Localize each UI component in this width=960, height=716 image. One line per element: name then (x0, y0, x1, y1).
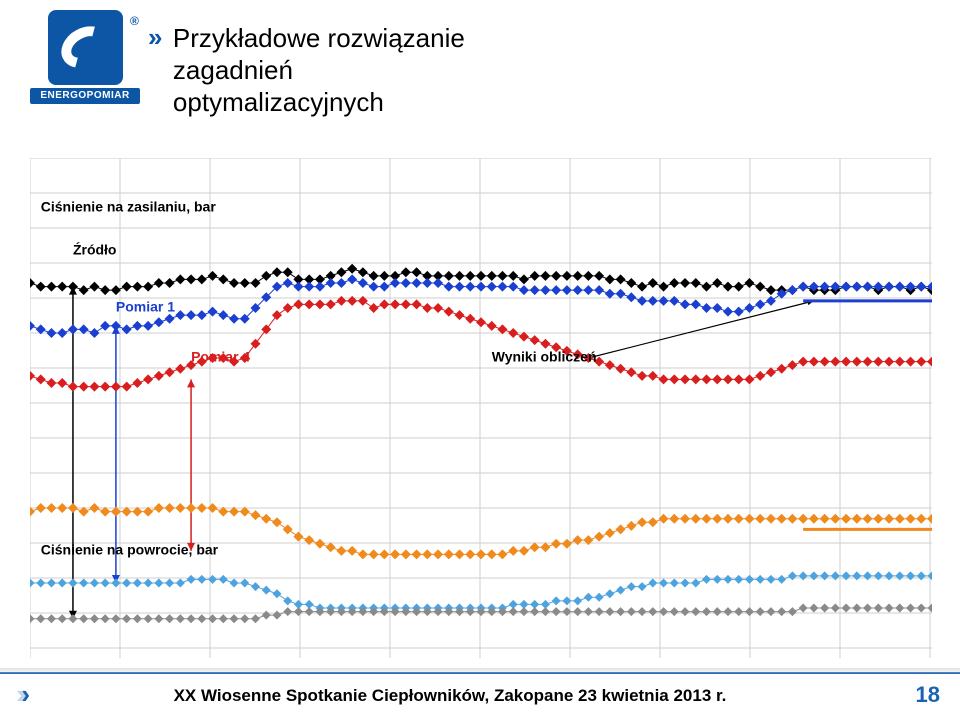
logo-text: ENERGOPOMIAR (30, 88, 140, 104)
footer-text: XX Wiosenne Spotkanie Ciepłowników, Zako… (0, 686, 900, 706)
svg-text:Wyniki obliczeń: Wyniki obliczeń (492, 349, 597, 365)
svg-text:Pomiar 1: Pomiar 1 (116, 299, 175, 315)
svg-text:Ciśnienie na zasilaniu, bar: Ciśnienie na zasilaniu, bar (41, 199, 217, 215)
pressure-chart: Ciśnienie na zasilaniu, bar Źródło Pomiar … (30, 158, 932, 658)
svg-text:Pomiar 4: Pomiar 4 (191, 349, 250, 365)
slide-title: » Przykładowe rozwiązanie zagadnień opty… (148, 22, 465, 118)
page-number: 18 (916, 682, 940, 708)
logo: ® ENERGOPOMIAR (30, 10, 140, 110)
svg-text:Ciśnienie na powrocie, bar: Ciśnienie na powrocie, bar (41, 541, 219, 557)
logo-reg: ® (130, 14, 139, 28)
bullet-icon: » (148, 22, 162, 52)
title-line1: Przykładowe rozwiązanie (173, 23, 465, 53)
title-line3: optymalizacyjnych (173, 87, 384, 117)
title-line2: zagadnień (173, 55, 293, 85)
svg-text:Źródło: Źródło (73, 241, 117, 257)
footer: ››› XX Wiosenne Spotkanie Ciepłowników, … (0, 672, 960, 716)
